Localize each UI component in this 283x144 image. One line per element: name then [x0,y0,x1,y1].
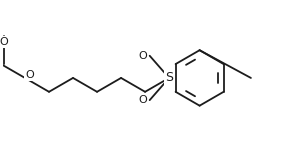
Text: O: O [138,95,147,105]
Text: O: O [138,51,147,61]
Text: S: S [165,71,173,84]
Text: O: O [0,37,8,47]
Text: O: O [25,70,34,80]
